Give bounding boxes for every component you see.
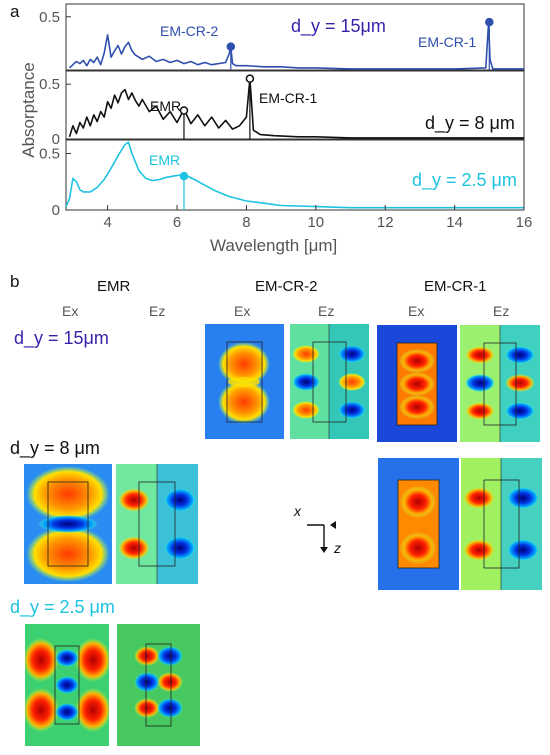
series-line-2 [65, 141, 524, 209]
subplot-frame-2 [65, 139, 525, 211]
y-axis-label: Absorptance [19, 62, 38, 158]
y-tick-label-2-1: 0.5 [39, 146, 60, 163]
x-tick-label-3: 10 [307, 214, 324, 231]
subplot-frame-0 [65, 3, 525, 71]
field-map-emcr1-ex [377, 325, 457, 442]
axis-x-label: x [294, 503, 301, 519]
y-tick-label-1-1: 0.5 [39, 76, 60, 93]
field-map-emr-dy2p5-ez [117, 624, 200, 746]
col-title-em-cr-2: EM-CR-2 [255, 278, 318, 295]
annot-emr-8: EMR [150, 98, 182, 114]
label-emcr2-ex: Ex [234, 303, 251, 319]
series-line-0 [68, 21, 524, 70]
peak-marker-1-1 [245, 74, 255, 83]
col-title-emr: EMR [97, 278, 131, 295]
panel-a-label: a [10, 2, 20, 21]
dy-15-label-a: d_y = 15μm [291, 16, 386, 36]
row-label-dy-8: d_y = 8 μm [10, 438, 100, 458]
subplot-frame-1 [65, 70, 525, 140]
y-tick-label-2-0: 0 [52, 202, 60, 219]
field-map-emcr2-ez [290, 324, 369, 439]
x-tick-label-5: 14 [446, 214, 463, 231]
peak-marker-2-0 [179, 171, 189, 181]
row-label-dy-2p5: d_y = 2.5 μm [10, 597, 115, 617]
annot-em-cr-1-8: EM-CR-1 [259, 90, 318, 106]
axis-z-label: z [334, 540, 341, 556]
peak-marker-0-1 [485, 17, 494, 27]
annot-emr-2p5: EMR [149, 152, 181, 168]
label-emcr1-ez: Ez [493, 303, 510, 319]
annot-em-cr-2-15: EM-CR-2 [160, 23, 219, 39]
absorptance-plot: 0.500.500.54 6 8 10 12 14 16 [39, 3, 533, 231]
field-map-emr-dy8-ex [24, 464, 112, 584]
field-map-emcr1-dy8-ex [378, 458, 459, 590]
y-tick-label-0-0: 0.5 [39, 9, 60, 26]
annot-em-cr-1-15: EM-CR-1 [418, 34, 477, 50]
x-tick-label-4: 12 [377, 214, 394, 231]
field-map-emcr1-ez [460, 325, 540, 442]
panel-b-label: b [10, 272, 20, 291]
label-emcr2-ez: Ez [318, 303, 335, 319]
x-tick-label-6: 16 [516, 214, 533, 231]
label-emcr1-ex: Ex [408, 303, 425, 319]
label-emr-ex: Ex [62, 303, 79, 319]
x-axis-label: Wavelength [μm] [210, 236, 338, 255]
field-map-emr-dy2p5-ex [25, 624, 109, 746]
peak-marker-1-0 [179, 106, 189, 115]
field-map-emcr2-ex [205, 324, 284, 439]
x-tick-label-1: 6 [173, 214, 181, 231]
field-map-emr-dy8-ez [116, 464, 198, 584]
label-emr-ez: Ez [149, 303, 166, 319]
peak-marker-0-0 [226, 42, 236, 51]
dy-8-label-a: d_y = 8 μm [425, 113, 515, 133]
row-label-dy-15: d_y = 15μm [14, 328, 109, 348]
xz-axes-indicator [307, 521, 336, 553]
series-line-1 [68, 77, 524, 139]
dy-2p5-label-a: d_y = 2.5 μm [412, 170, 517, 190]
field-map-emcr1-dy8-ez [461, 458, 542, 590]
y-tick-label-1-0: 0 [52, 131, 60, 148]
col-title-em-cr-1: EM-CR-1 [424, 278, 487, 295]
x-tick-label-0: 4 [103, 214, 111, 231]
x-tick-label-2: 8 [242, 214, 250, 231]
